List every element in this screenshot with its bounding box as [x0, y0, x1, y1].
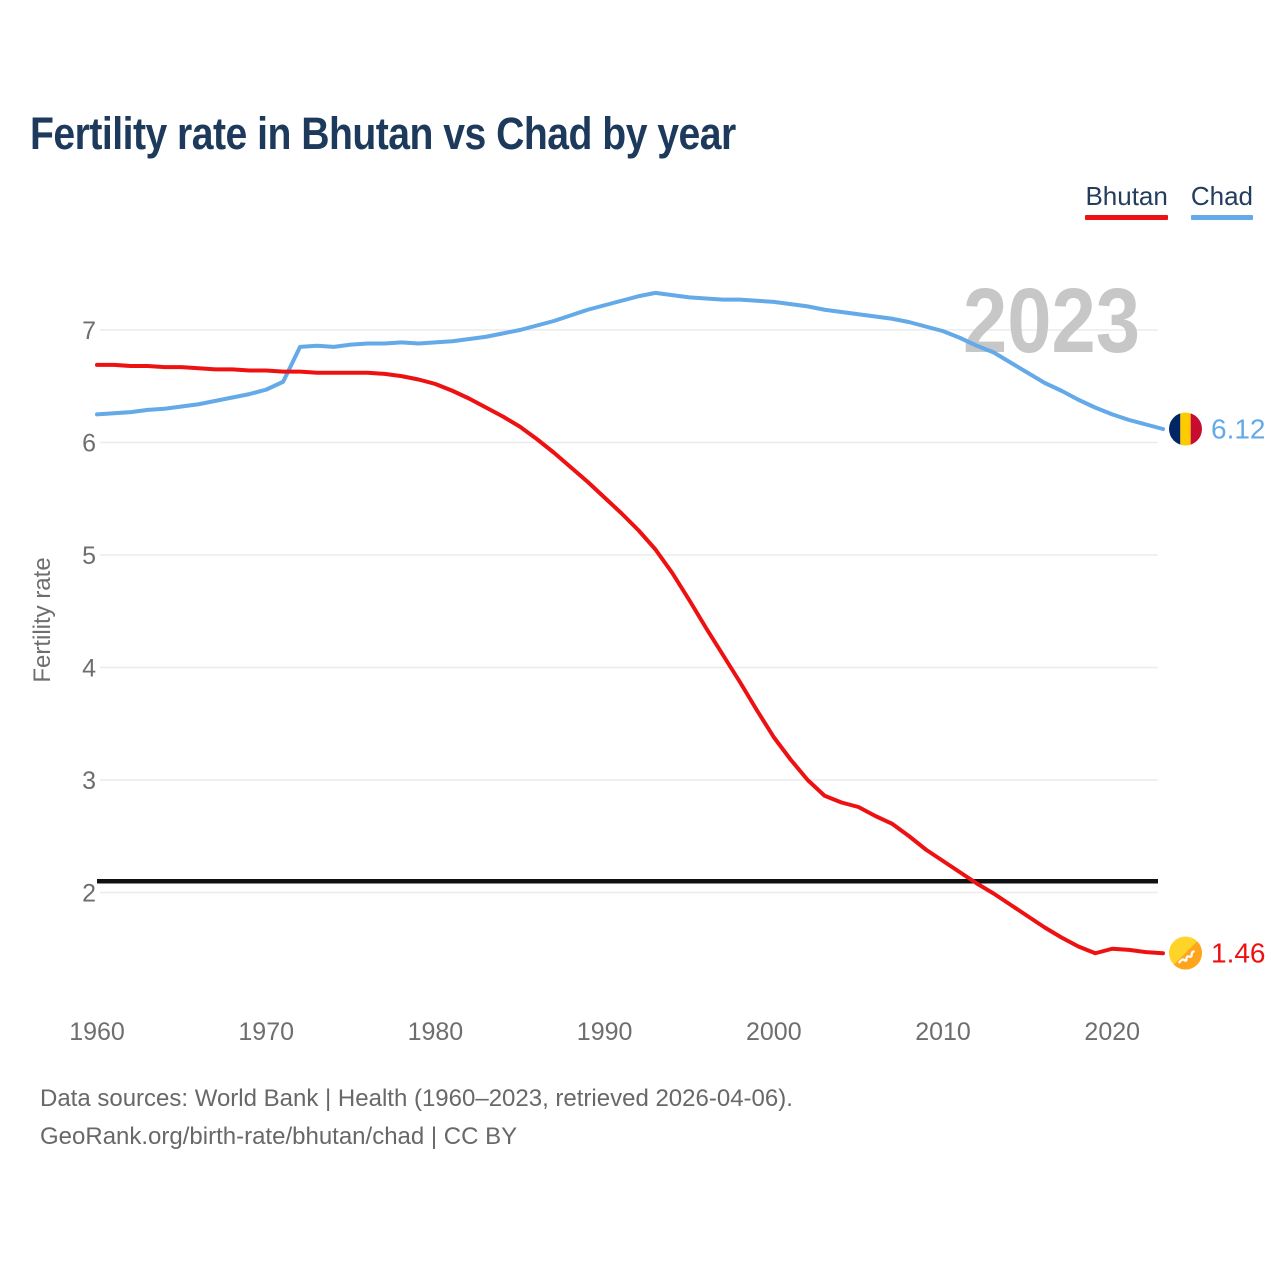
- x-tick-label: 1970: [238, 1018, 294, 1046]
- x-axis-labels: 1960 1970 1980 1990 2000 2010 2020: [69, 1018, 1140, 1046]
- source-line: Data sources: World Bank | Health (1960–…: [40, 1085, 793, 1112]
- end-label-bhutan: 1.46: [1169, 936, 1266, 970]
- y-tick-label: 3: [82, 767, 96, 795]
- x-tick-label: 1980: [408, 1018, 464, 1046]
- gridlines: 2 3 4 5 6 7: [82, 317, 1158, 908]
- end-label-chad: 6.12: [1169, 412, 1266, 446]
- legend-label-chad: Chad: [1190, 181, 1253, 211]
- bhutan-latest-value: 1.46: [1211, 937, 1266, 969]
- line-bhutan: [95, 362, 1165, 956]
- chad-flag-icon: [1169, 412, 1202, 446]
- series-lines: [95, 290, 1165, 956]
- x-tick-label: 2000: [746, 1018, 802, 1046]
- legend-underline-chad: [1190, 215, 1253, 220]
- legend-underline-bhutan: [1085, 215, 1168, 220]
- x-tick-label: 2010: [915, 1018, 971, 1046]
- y-tick-label: 2: [82, 880, 96, 908]
- legend: Bhutan Chad: [1085, 183, 1253, 220]
- bhutan-flag-icon: [1169, 936, 1202, 970]
- legend-label-bhutan: Bhutan: [1085, 181, 1168, 211]
- y-tick-label: 7: [82, 317, 96, 345]
- x-tick-label: 1960: [69, 1018, 125, 1046]
- x-tick-label: 1990: [577, 1018, 633, 1046]
- y-tick-label: 5: [82, 542, 96, 570]
- y-tick-label: 4: [82, 655, 96, 683]
- x-tick-label: 2020: [1084, 1018, 1140, 1046]
- legend-item-bhutan[interactable]: Bhutan: [1085, 181, 1168, 220]
- year-watermark: 2023: [963, 270, 1140, 372]
- chad-latest-value: 6.12: [1211, 413, 1266, 444]
- y-axis-title: Fertility rate: [29, 557, 56, 683]
- source-note: Data sources: World Bank | Health (1960–…: [40, 1080, 793, 1156]
- attribution-line: GeoRank.org/birth-rate/bhutan/chad | CC …: [40, 1123, 518, 1150]
- y-tick-label: 6: [82, 430, 96, 458]
- chart-title: Fertility rate in Bhutan vs Chad by year: [30, 108, 736, 159]
- legend-item-chad[interactable]: Chad: [1190, 181, 1253, 220]
- line-chad: [95, 290, 1165, 431]
